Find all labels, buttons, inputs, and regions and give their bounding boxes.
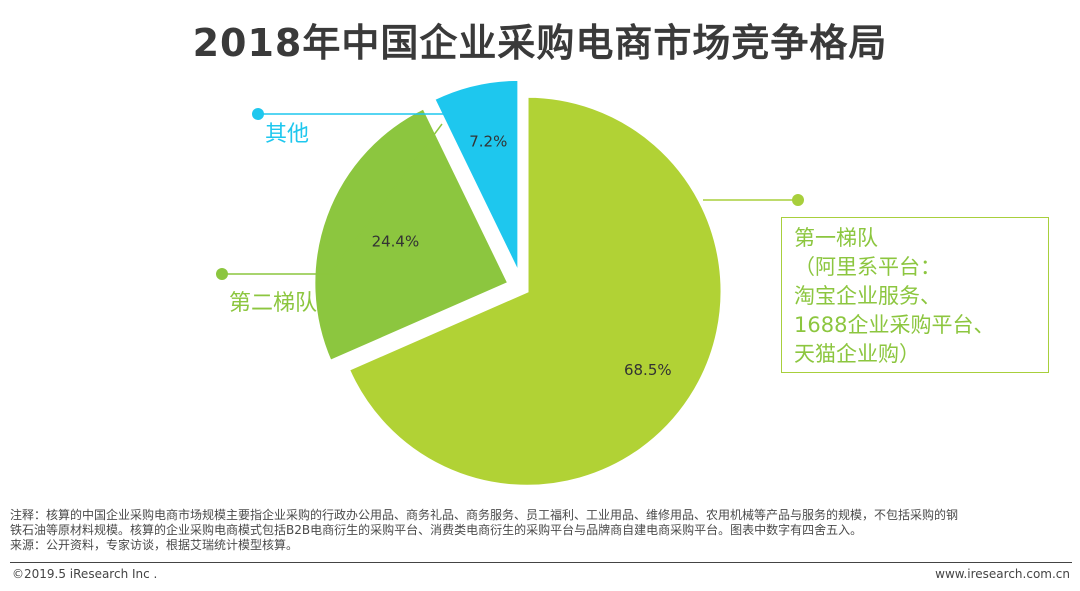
tier1-callout-box: 第一梯队 （阿里系平台： 淘宝企业服务、 1688企业采购平台、 天猫企业购） [781, 217, 1049, 373]
tier1-line: 第一梯队 [794, 226, 878, 250]
chart-title: 2018年中国企业采购电商市场竞争格局 [192, 21, 888, 65]
footer-divider [10, 562, 1072, 563]
notes-line: 注释：核算的中国企业采购电商市场规模主要指企业采购的行政办公用品、商务礼品、商务… [10, 508, 959, 522]
tier1-line: （阿里系平台： [794, 255, 941, 279]
notes-line: 铁石油等原材料规模。核算的企业采购电商模式包括B2B电商衍生的采购平台、消费类电… [10, 523, 863, 537]
label-tier2: 第二梯队 [229, 291, 318, 316]
copyright: ©2019.5 iResearch Inc . [12, 567, 158, 581]
slice-value-label: 24.4% [372, 232, 420, 250]
source-line: 来源：公开资料，专家访谈，根据艾瑞统计模型核算。 [10, 538, 299, 552]
slice-other [431, 77, 521, 276]
chart-notes: 注释：核算的中国企业采购电商市场规模主要指企业采购的行政办公用品、商务礼品、商务… [10, 508, 1070, 553]
website-url: www.iresearch.com.cn [935, 567, 1070, 581]
slice-value-label: 68.5% [624, 361, 672, 379]
tier1-line: 1688企业采购平台、 [794, 313, 995, 337]
tier1-line: 淘宝企业服务、 [794, 284, 941, 308]
label-other: 其他 [265, 122, 310, 147]
leader-tier2 [222, 123, 443, 275]
leader-tier2-dot [216, 268, 228, 280]
slice-tier1 [346, 94, 724, 488]
pie-chart: 68.5% 24.4% 7.2% [216, 77, 804, 488]
leader-other-dot [252, 108, 264, 120]
leader-tier1-dot [792, 194, 804, 206]
slice-value-label: 7.2% [469, 132, 507, 150]
tier1-line: 天猫企业购） [794, 342, 920, 366]
slice-tier2 [312, 105, 511, 364]
